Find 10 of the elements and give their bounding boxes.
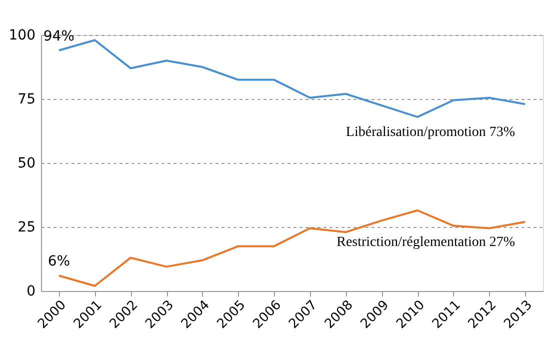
data-label: 94%	[43, 28, 74, 44]
y-tick-label: 25	[18, 220, 36, 236]
y-tick-label: 0	[26, 284, 36, 300]
line-series	[58, 39, 526, 118]
y-tick-label: 75	[18, 92, 36, 108]
series-label: Restriction/réglementation 27%	[336, 234, 516, 250]
y-tick-label: 100	[8, 28, 36, 44]
data-label: 6%	[48, 254, 70, 270]
y-tick-label: 50	[18, 156, 36, 172]
series-label: Libéralisation/promotion 73%	[346, 125, 516, 140]
